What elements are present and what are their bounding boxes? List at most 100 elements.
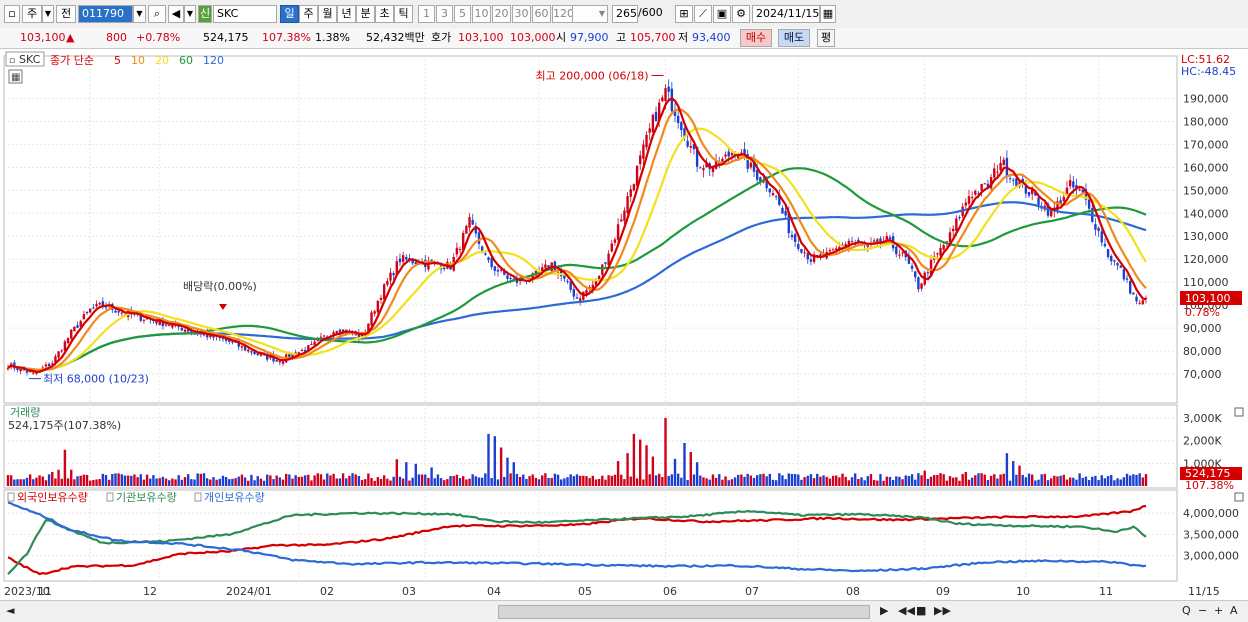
candle-body [16, 367, 19, 370]
candle-body [120, 312, 123, 314]
period-button[interactable]: 초 [375, 5, 394, 23]
chart-symbol: SKC [19, 53, 41, 66]
candle-body [6, 367, 10, 370]
scroll-control-icon[interactable]: ◀◀ [898, 604, 915, 617]
x-tick-label: 09 [936, 585, 950, 598]
interval-button[interactable]: 3 [436, 5, 453, 23]
period-button[interactable]: 분 [356, 5, 375, 23]
gear-icon[interactable]: ⚙ [732, 5, 750, 23]
candle-body [819, 254, 822, 256]
volume-bar [515, 473, 519, 486]
period-button[interactable]: 일 [280, 5, 299, 23]
volume-bar [76, 476, 79, 486]
volume-bar [1075, 479, 1078, 486]
tool-icon[interactable]: ⊞ [675, 5, 693, 23]
volume-bar [762, 473, 765, 486]
zoom-icon[interactable]: − [1198, 604, 1208, 617]
volume-bar [591, 475, 595, 486]
scroll-control-icon[interactable]: ■ [916, 604, 927, 617]
volume-bar [661, 476, 664, 486]
interval-button[interactable]: 120 [552, 5, 574, 23]
volume-bar [787, 473, 790, 486]
speaker-icon[interactable]: ◀ [168, 5, 184, 23]
zoom-icon[interactable]: A [1230, 604, 1238, 617]
interval-button[interactable]: 20 [492, 5, 511, 23]
interval-button[interactable]: 10 [472, 5, 491, 23]
zoom-icon[interactable]: Q [1182, 604, 1191, 617]
interval-button[interactable]: 60 [532, 5, 551, 23]
volume-bar [199, 473, 203, 486]
chevron-down-icon[interactable]: ▼ [184, 5, 196, 23]
sell-button[interactable]: 매도 [778, 29, 810, 47]
volume-bar [443, 480, 446, 486]
volume-bar [430, 467, 433, 486]
candle-body [683, 128, 686, 138]
volume-bar [803, 477, 806, 486]
volume-bar [32, 479, 35, 486]
candle-body [509, 278, 512, 280]
volume-bar [784, 479, 787, 486]
volume-bar [563, 478, 566, 486]
prev-button[interactable]: 전 [56, 5, 76, 23]
volume-bar [332, 473, 335, 486]
market-select[interactable]: 주 [22, 5, 42, 23]
candle-body [1141, 300, 1145, 305]
interval-select[interactable]: ▼ [572, 5, 608, 23]
count-input[interactable]: 265 [612, 5, 638, 23]
interval-button[interactable]: 30 [512, 5, 531, 23]
chevron-down-icon[interactable]: ▼ [42, 5, 54, 23]
candle-body [443, 267, 446, 270]
eval-button[interactable]: 평 [817, 29, 835, 47]
volume-bar [149, 478, 152, 486]
price-panel [3, 55, 1178, 404]
period-button[interactable]: 주 [299, 5, 318, 23]
crosshair-icon[interactable]: ⟋ [694, 5, 712, 23]
volume-bar [1110, 475, 1113, 486]
candle-body [1100, 231, 1103, 243]
volume-bar [13, 479, 16, 486]
volume-bar [844, 476, 847, 486]
window-icon[interactable]: ▫ [4, 5, 20, 23]
date-input[interactable]: 2024/11/15 [752, 5, 820, 23]
volume-bar [958, 480, 961, 486]
volume-bar [727, 480, 730, 486]
volume-bar [272, 479, 275, 486]
interval-button[interactable]: 1 [418, 5, 435, 23]
volume-bar [462, 476, 465, 486]
zoom-icon[interactable]: + [1214, 604, 1224, 617]
candle-body [955, 218, 958, 231]
period-button[interactable]: 년 [337, 5, 356, 23]
open-label: 시 [556, 31, 567, 44]
chevron-down-icon[interactable]: ▼ [133, 5, 146, 23]
save-icon[interactable]: ▣ [713, 5, 731, 23]
stock-name-field[interactable]: SKC [213, 5, 277, 23]
scroll-thumb[interactable] [498, 605, 870, 619]
candle-body [63, 341, 67, 351]
candle-body [831, 249, 835, 251]
volume-bar [550, 477, 553, 486]
volume-bar [408, 480, 411, 486]
candle-body [1138, 302, 1141, 304]
interval-button[interactable]: 5 [454, 5, 471, 23]
calendar-icon[interactable]: ▦ [820, 5, 836, 23]
scroll-control-icon[interactable]: ▶ [880, 604, 889, 617]
scroll-control-icon[interactable]: ▶▶ [934, 604, 951, 617]
last-pct-label: 0.78% [1185, 306, 1220, 319]
candle-body [920, 283, 923, 289]
volume-bar [411, 477, 414, 486]
candle-body [490, 257, 493, 268]
volume-bar [876, 480, 879, 486]
buy-button[interactable]: 매수 [740, 29, 772, 47]
scroll-left-icon[interactable]: ◄ [6, 604, 15, 617]
candle-body [563, 274, 566, 279]
period-button[interactable]: 틱 [394, 5, 413, 23]
y-tick-label: 70,000 [1183, 368, 1222, 381]
candle-body [572, 289, 576, 297]
search-icon[interactable]: ⌕ [148, 5, 166, 23]
stock-chart[interactable]: 70,00080,00090,000100,000110,000120,0001… [0, 48, 1248, 600]
candle-body [300, 350, 304, 352]
stock-code-input[interactable]: 011790 [78, 5, 133, 23]
scroll-bar[interactable]: ◄ ▶ ◀◀ ■ ▶▶ Q − + A [0, 600, 1248, 622]
period-button[interactable]: 월 [318, 5, 337, 23]
low-annotation: 최저 68,000 (10/23) [43, 373, 149, 386]
